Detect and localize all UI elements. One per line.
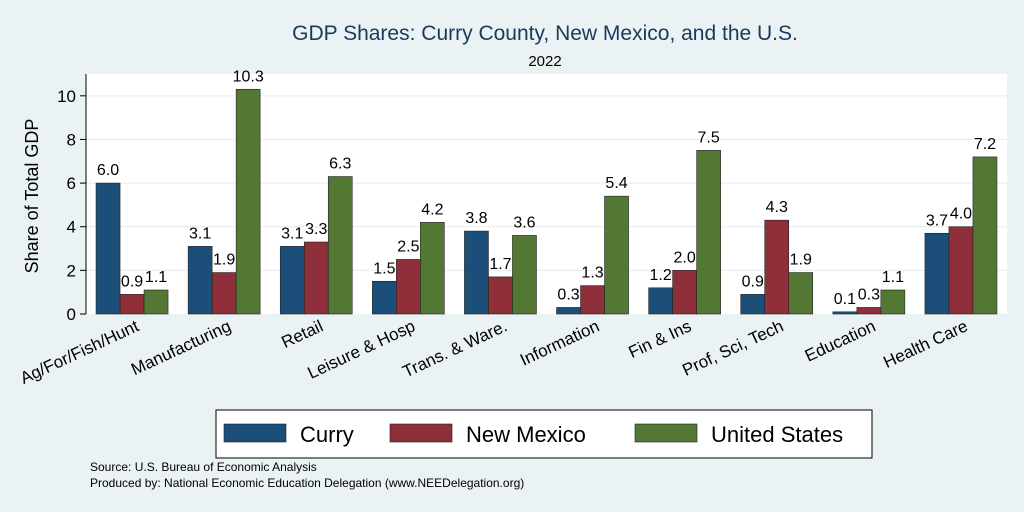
data-label: 0.3 <box>557 286 579 303</box>
bar-new-mexico-7 <box>764 219 790 315</box>
bar-united-states-8 <box>880 289 906 315</box>
data-label: 4.3 <box>766 199 788 216</box>
data-label: 0.3 <box>858 286 880 303</box>
x-tick-label: Information <box>517 316 602 369</box>
data-label: 1.9 <box>213 252 235 269</box>
data-label: 1.9 <box>790 252 812 269</box>
legend-swatch-new-mexico <box>389 423 453 443</box>
y-tick-label: 4 <box>67 218 76 237</box>
legend-box <box>215 409 873 459</box>
bar-united-states-3 <box>420 222 445 315</box>
bar-curry-5 <box>556 307 581 315</box>
data-label: 3.1 <box>281 225 303 242</box>
bar-united-states-4 <box>512 235 537 315</box>
data-label: 1.1 <box>882 269 904 286</box>
data-label: 6.3 <box>329 156 351 173</box>
bar-curry-6 <box>648 287 673 315</box>
bar-curry-8 <box>832 311 858 315</box>
bar-new-mexico-3 <box>396 259 421 315</box>
data-label: 0.9 <box>121 273 143 290</box>
y-tick-label: 8 <box>67 130 76 149</box>
bar-new-mexico-8 <box>856 307 882 315</box>
bar-curry-9 <box>924 232 950 315</box>
y-tick-label: 6 <box>67 174 76 193</box>
bar-united-states-9 <box>972 156 998 315</box>
data-label: 0.9 <box>742 273 764 290</box>
bar-new-mexico-1 <box>211 272 237 315</box>
x-tick-label: Health Care <box>880 316 970 372</box>
bar-curry-1 <box>187 246 213 315</box>
produced-by-note: Produced by: National Economic Education… <box>90 476 524 490</box>
x-tick-label: Ag/For/Fish/Hunt <box>17 316 142 388</box>
legend-label: Curry <box>300 422 354 447</box>
legend-label: United States <box>711 422 843 447</box>
x-tick-label: Fin & Ins <box>626 316 695 362</box>
y-ticks: 0 2 4 6 8 10 <box>57 87 86 324</box>
y-tick-label: 10 <box>57 87 76 106</box>
bar-new-mexico-5 <box>580 285 605 315</box>
x-tick-label: Trans. & Ware. <box>400 316 510 381</box>
bar-new-mexico-4 <box>488 276 513 315</box>
data-label: 7.2 <box>974 136 996 153</box>
data-label: 6.0 <box>97 162 119 179</box>
bar-new-mexico-0 <box>119 294 145 315</box>
data-labels: 6.00.9 1.13.11.910.33.1 3.36.31.52.54.23.8… <box>97 68 996 308</box>
bar-united-states-2 <box>327 176 353 315</box>
data-label: 1.5 <box>373 260 395 277</box>
data-label: 1.2 <box>650 267 672 284</box>
x-tick-label: Retail <box>279 316 326 352</box>
chart-subtitle: 2022 <box>528 53 561 70</box>
bar-united-states-0 <box>143 289 169 315</box>
data-label: 0.1 <box>834 291 856 308</box>
data-label: 2.5 <box>397 238 419 255</box>
bar-united-states-6 <box>696 150 721 315</box>
bar-curry-0 <box>95 182 121 315</box>
data-label: 10.3 <box>233 68 264 85</box>
data-label: 5.4 <box>605 175 627 192</box>
y-tick-label: 2 <box>67 261 76 280</box>
bar-united-states-7 <box>788 272 814 315</box>
bar-united-states-5 <box>604 195 629 315</box>
legend-swatch-united-states <box>634 423 698 443</box>
legend: Curry New Mexico United States <box>223 422 843 447</box>
x-tick-label: Manufacturing <box>128 316 234 379</box>
source-note: Source: U.S. Bureau of Economic Analysis <box>90 460 317 474</box>
bar-curry-3 <box>372 280 397 315</box>
y-tick-label: 0 <box>67 305 76 324</box>
x-tick-label: Education <box>802 316 879 365</box>
data-label: 3.6 <box>513 214 535 231</box>
bar-curry-2 <box>279 246 305 315</box>
bar-curry-7 <box>740 294 766 315</box>
data-label: 3.8 <box>465 210 487 227</box>
legend-label: New Mexico <box>466 422 586 447</box>
bar-new-mexico-2 <box>303 241 329 315</box>
data-label: 1.7 <box>489 256 511 273</box>
data-label: 1.1 <box>145 269 167 286</box>
x-tick-label: Prof, Sci, Tech <box>679 316 786 379</box>
data-label: 7.5 <box>698 129 720 146</box>
y-axis-label: Share of Total GDP <box>22 119 42 274</box>
bar-curry-4 <box>464 230 489 315</box>
data-label: 3.3 <box>305 221 327 238</box>
bar-new-mexico-9 <box>948 226 974 315</box>
data-label: 2.0 <box>674 249 696 266</box>
bar-united-states-1 <box>235 88 261 315</box>
chart-title: GDP Shares: Curry County, New Mexico, an… <box>292 22 798 45</box>
data-label: 3.1 <box>189 225 211 242</box>
data-label: 1.3 <box>581 265 603 282</box>
data-label: 3.7 <box>926 212 948 229</box>
data-label: 4.2 <box>421 201 443 218</box>
legend-swatch-curry <box>223 423 287 443</box>
bars-group <box>95 88 998 315</box>
data-label: 4.0 <box>950 206 972 223</box>
bar-new-mexico-6 <box>672 270 697 315</box>
